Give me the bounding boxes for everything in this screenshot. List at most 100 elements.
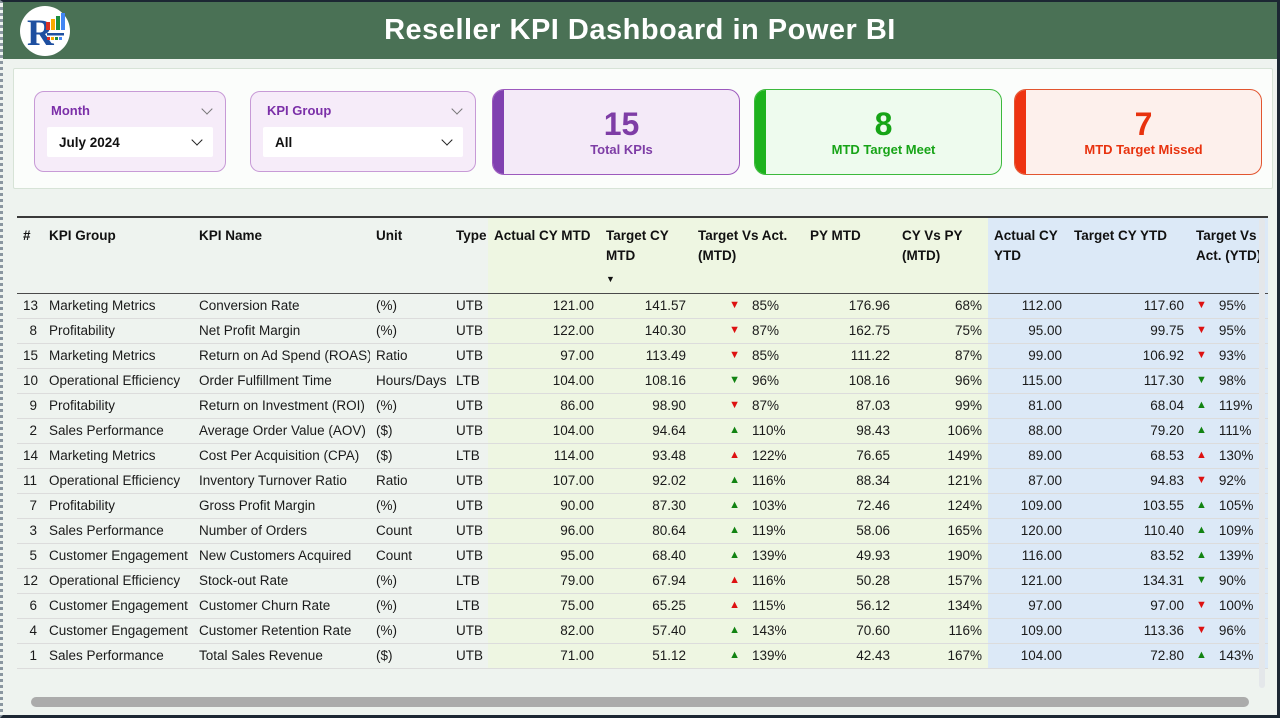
column-header-actual_mtd[interactable]: Actual CY MTD: [488, 216, 600, 294]
cell-num: 12: [17, 568, 43, 594]
cell-tva_ytd: ▼ 92%: [1190, 468, 1268, 494]
cell-tva_ytd: ▼ 96%: [1190, 618, 1268, 644]
cell-type: UTB: [450, 468, 488, 494]
cell-name: Return on Ad Spend (ROAS): [193, 343, 370, 369]
kpi-group-select[interactable]: All: [263, 127, 463, 157]
month-selected-value: July 2024: [59, 134, 120, 150]
cell-type: UTB: [450, 393, 488, 419]
cell-cy_vs_py_mtd: 190%: [896, 543, 988, 569]
cell-unit: Count: [370, 543, 450, 569]
cell-unit: (%): [370, 393, 450, 419]
table-row[interactable]: 10 Operational Efficiency Order Fulfillmen…: [17, 368, 1268, 394]
delta-percent: 98%: [1218, 373, 1246, 388]
cell-num: 7: [17, 493, 43, 519]
month-filter-label: Month: [51, 103, 90, 118]
table-row[interactable]: 5 Customer Engagement New Customers Acquir…: [17, 543, 1268, 569]
arrow-up-icon: ▲: [729, 649, 740, 661]
cell-group: Marketing Metrics: [43, 443, 193, 469]
arrow-up-icon: ▲: [729, 449, 740, 461]
header-bar: R Reseller KPI Dashboard in Power BI: [3, 2, 1277, 59]
total-kpis-label: Total KPIs: [590, 141, 653, 157]
table-row[interactable]: 4 Customer Engagement Customer Retention R…: [17, 618, 1268, 644]
table-row[interactable]: 7 Profitability Gross Profit Margin (%) UTB 9…: [17, 493, 1268, 519]
cell-py_mtd: 56.12: [804, 593, 896, 619]
cell-cy_vs_py_mtd: 121%: [896, 468, 988, 494]
vertical-scrollbar[interactable]: [1259, 218, 1265, 688]
arrow-up-icon: ▲: [1196, 549, 1207, 561]
delta-percent: 110%: [752, 423, 786, 438]
column-header-num[interactable]: #: [17, 216, 43, 294]
column-header-tva_ytd[interactable]: Target Vs Act. (YTD): [1190, 216, 1268, 294]
table-row[interactable]: 9 Profitability Return on Investment (ROI)…: [17, 393, 1268, 419]
column-header-type[interactable]: Type: [450, 216, 488, 294]
table-row[interactable]: 1 Sales Performance Total Sales Revenue ($)…: [17, 643, 1268, 669]
arrow-down-icon: ▼: [729, 374, 740, 386]
horizontal-scrollbar[interactable]: [31, 697, 1249, 707]
cell-actual_ytd: 112.00: [988, 293, 1068, 319]
cell-unit: ($): [370, 443, 450, 469]
cell-target_ytd: 99.75: [1068, 318, 1190, 344]
column-header-label: Target CY YTD: [1074, 228, 1168, 243]
cell-tva_ytd: ▲ 119%: [1190, 393, 1268, 419]
column-header-name[interactable]: KPI Name: [193, 216, 370, 294]
cell-cy_vs_py_mtd: 96%: [896, 368, 988, 394]
arrow-up-icon: ▲: [729, 599, 740, 611]
cell-actual_mtd: 107.00: [488, 468, 600, 494]
cell-cy_vs_py_mtd: 157%: [896, 568, 988, 594]
cell-py_mtd: 42.43: [804, 643, 896, 669]
cell-cy_vs_py_mtd: 75%: [896, 318, 988, 344]
column-header-cy_vs_py_mtd[interactable]: CY Vs PY (MTD): [896, 216, 988, 294]
cell-num: 11: [17, 468, 43, 494]
table-row[interactable]: 15 Marketing Metrics Return on Ad Spend (R…: [17, 343, 1268, 369]
cell-unit: Ratio: [370, 468, 450, 494]
cell-cy_vs_py_mtd: 106%: [896, 418, 988, 444]
chevron-down-icon[interactable]: [201, 102, 213, 115]
kpi-group-filter-label: KPI Group: [267, 103, 332, 118]
table-row[interactable]: 3 Sales Performance Number of Orders Count U…: [17, 518, 1268, 544]
column-header-tva_mtd[interactable]: Target Vs Act. (MTD): [692, 216, 804, 294]
table-row[interactable]: 12 Operational Efficiency Stock-out Rate (%…: [17, 568, 1268, 594]
delta-percent: 139%: [1218, 548, 1254, 563]
table-row[interactable]: 8 Profitability Net Profit Margin (%) UTB 122…: [17, 318, 1268, 344]
column-header-actual_ytd[interactable]: Actual CY YTD: [988, 216, 1068, 294]
delta-percent: 105%: [1218, 498, 1254, 513]
cell-py_mtd: 88.34: [804, 468, 896, 494]
arrow-down-icon: ▼: [729, 399, 740, 411]
cell-tva_mtd: ▼ 96%: [692, 368, 804, 394]
table-row[interactable]: 11 Operational Efficiency Inventory Turnov…: [17, 468, 1268, 494]
cell-py_mtd: 98.43: [804, 418, 896, 444]
arrow-up-icon: ▲: [1196, 399, 1207, 411]
column-header-target_ytd[interactable]: Target CY YTD: [1068, 216, 1190, 294]
cell-actual_ytd: 89.00: [988, 443, 1068, 469]
table-row[interactable]: 13 Marketing Metrics Conversion Rate (%) UTB…: [17, 293, 1268, 319]
column-header-target_mtd[interactable]: Target CY MTD ▼: [600, 216, 692, 294]
cell-name: Net Profit Margin: [193, 318, 370, 344]
cell-target_ytd: 117.30: [1068, 368, 1190, 394]
chevron-down-icon[interactable]: [451, 102, 463, 115]
arrow-up-icon: ▲: [729, 549, 740, 561]
month-select[interactable]: July 2024: [47, 127, 213, 157]
cell-group: Operational Efficiency: [43, 368, 193, 394]
cell-num: 13: [17, 293, 43, 319]
mtd-target-missed-value: 7: [1134, 105, 1153, 142]
cell-actual_mtd: 96.00: [488, 518, 600, 544]
cell-cy_vs_py_mtd: 134%: [896, 593, 988, 619]
table-row[interactable]: 6 Customer Engagement Customer Churn Rate(…: [17, 593, 1268, 619]
cell-group: Sales Performance: [43, 418, 193, 444]
cell-tva_ytd: ▼ 90%: [1190, 568, 1268, 594]
delta-percent: 139%: [752, 648, 787, 663]
table-row[interactable]: 14 Marketing Metrics Cost Per Acquisition …: [17, 443, 1268, 469]
column-header-py_mtd[interactable]: PY MTD: [804, 216, 896, 294]
column-header-label: PY MTD: [810, 228, 861, 243]
delta-percent: 95%: [1218, 323, 1246, 338]
delta-percent: 96%: [1218, 623, 1246, 638]
table-row[interactable]: 2 Sales Performance Average Order Value (A…: [17, 418, 1268, 444]
cell-tva_ytd: ▲ 109%: [1190, 518, 1268, 544]
column-header-unit[interactable]: Unit: [370, 216, 450, 294]
cell-tva_mtd: ▲ 116%: [692, 568, 804, 594]
delta-percent: 143%: [1218, 648, 1254, 663]
delta-percent: 139%: [752, 548, 787, 563]
delta-percent: 116%: [752, 473, 786, 488]
column-header-group[interactable]: KPI Group: [43, 216, 193, 294]
sort-descending-icon: ▼: [606, 273, 615, 284]
